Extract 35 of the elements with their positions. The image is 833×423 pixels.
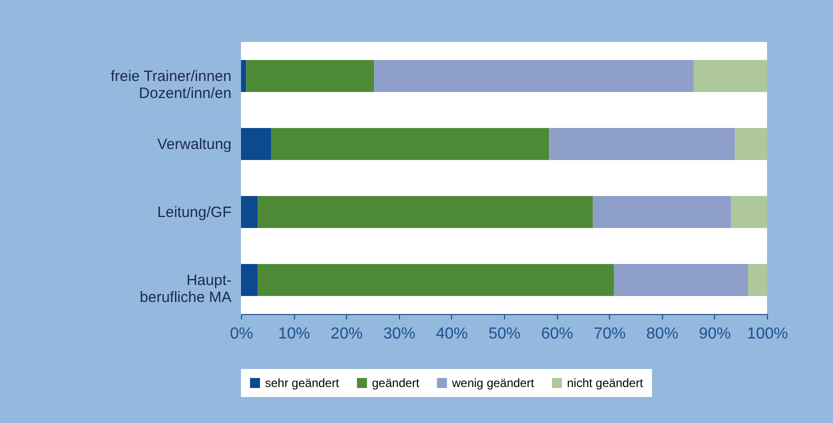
y-tick-label: Haupt- berufliche MA (140, 272, 232, 306)
x-tick-label: 60% (541, 326, 574, 342)
y-tick-label: Leitung/GF (157, 204, 232, 221)
x-tick-label: 70% (594, 326, 626, 342)
y-tick-label: freie Trainer/innen Dozent/inn/en (110, 68, 232, 102)
x-tick-label: 40% (436, 326, 468, 342)
bar (734, 128, 767, 160)
x-tick-label: 90% (698, 326, 731, 342)
x-tick-label: 20% (330, 326, 363, 342)
bar (270, 128, 550, 160)
bar (731, 196, 767, 228)
x-tick-label: 80% (646, 326, 678, 342)
bar (694, 60, 767, 92)
x-tick-label: 0% (230, 326, 254, 342)
legend-label: geändert (372, 376, 420, 390)
legend-label: wenig geändert (451, 376, 535, 390)
bar (241, 128, 271, 160)
bar (549, 128, 735, 160)
legend-label: sehr geändert (265, 376, 340, 390)
bar (241, 60, 246, 92)
x-tick-label: 50% (488, 326, 521, 342)
bar (748, 264, 767, 296)
x-tick-label: 100% (747, 326, 788, 342)
bar (258, 196, 593, 228)
y-tick-label: Verwaltung (157, 136, 232, 153)
x-tick-label: 10% (278, 326, 310, 342)
legend-label: nicht geändert (567, 376, 644, 390)
bar (258, 264, 614, 296)
bar (374, 60, 694, 92)
x-tick-label: 30% (383, 326, 416, 342)
bar (246, 60, 374, 92)
bar (614, 264, 748, 296)
bar (241, 264, 258, 296)
bar (241, 196, 258, 228)
bar (592, 196, 732, 228)
